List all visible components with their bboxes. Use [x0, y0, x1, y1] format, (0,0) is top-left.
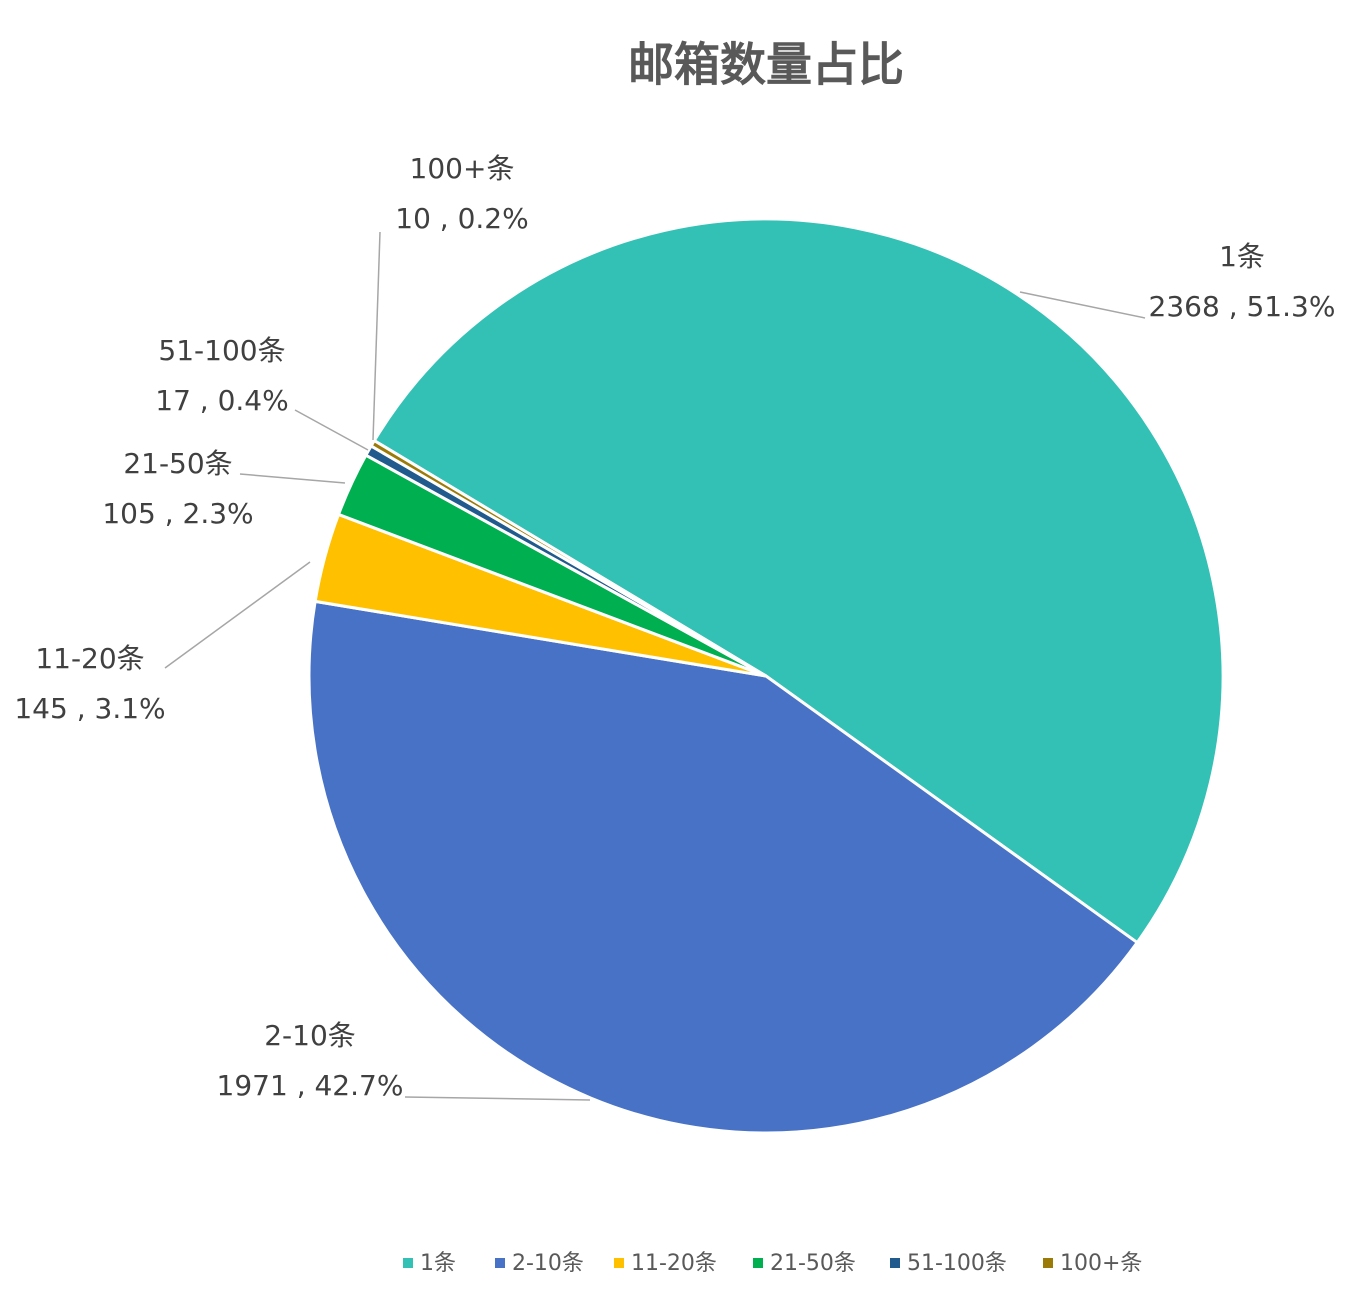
data-label: 105 , 2.3%: [102, 497, 253, 530]
data-label: 10 , 0.2%: [395, 202, 528, 235]
pie-slice: [307, 599, 1140, 1135]
legend-swatch: [495, 1258, 505, 1268]
leader-line: [404, 1096, 591, 1101]
data-label-name: 100+条: [410, 152, 515, 185]
leader-line: [239, 473, 346, 484]
legend-label: 100+条: [1060, 1251, 1142, 1276]
leader-line: [372, 231, 381, 441]
data-label: 1971 , 42.7%: [217, 1069, 404, 1102]
chart-title: 邮箱数量占比: [628, 38, 904, 92]
data-label-name: 51-100条: [158, 334, 285, 367]
leader-line: [1019, 291, 1146, 319]
data-label-name: 1条: [1219, 240, 1265, 273]
legend-swatch: [403, 1258, 413, 1268]
legend-label: 2-10条: [512, 1251, 584, 1276]
legend-swatch: [753, 1258, 763, 1268]
legend-swatch: [1043, 1258, 1053, 1268]
data-label-name: 11-20条: [35, 642, 144, 675]
legend-label: 51-100条: [907, 1251, 1007, 1276]
legend-label: 11-20条: [631, 1251, 717, 1276]
data-label: 17 , 0.4%: [155, 384, 288, 417]
legend-label: 21-50条: [770, 1251, 856, 1276]
data-label-name: 2-10条: [264, 1019, 356, 1052]
data-label: 145 , 3.1%: [14, 692, 165, 725]
data-label-name: 21-50条: [123, 447, 232, 480]
legend-swatch: [890, 1258, 900, 1268]
data-label: 2368 , 51.3%: [1149, 290, 1336, 323]
pie-slice: [369, 438, 767, 678]
legend-swatch: [614, 1258, 624, 1268]
leader-line: [294, 409, 369, 451]
leader-line: [164, 561, 311, 669]
legend-label: 1条: [420, 1251, 456, 1276]
pie-slice: [372, 217, 1225, 945]
